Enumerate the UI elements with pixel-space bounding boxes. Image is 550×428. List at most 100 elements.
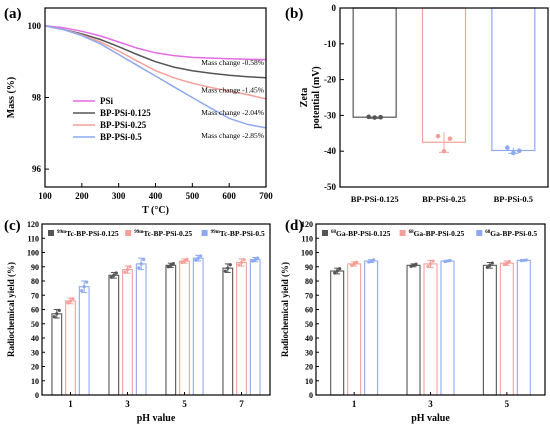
x-tick-label: BP-PSi-0.125 bbox=[351, 194, 399, 204]
y-tick-label: 100 bbox=[301, 249, 313, 258]
data-point bbox=[185, 257, 189, 261]
bar bbox=[51, 313, 63, 396]
series-line-BP-PSi-0.5 bbox=[44, 25, 267, 129]
bar bbox=[516, 259, 531, 396]
data-point bbox=[488, 263, 492, 267]
data-point bbox=[409, 264, 413, 268]
data-point bbox=[142, 257, 146, 261]
legend-swatch bbox=[399, 230, 406, 236]
y-tick-label: 10 bbox=[305, 377, 313, 386]
data-point bbox=[431, 259, 435, 263]
legend: 99mTc-BP-PSi-0.125 99mTc-BP-PSi-0.25 99mTc… bbox=[48, 229, 265, 238]
panel-c: 0 10 20 30 40 50 60 70 80 90 100 110 120 (c) Radiochem… bbox=[4, 218, 265, 424]
legend-swatch bbox=[125, 230, 132, 236]
bar bbox=[330, 270, 345, 396]
legend-swatch bbox=[476, 230, 483, 236]
data-point bbox=[447, 136, 453, 141]
y-axis-title: Mass (%) bbox=[6, 77, 17, 118]
data-point bbox=[426, 264, 430, 268]
data-point bbox=[112, 273, 116, 277]
y-tick-label: 100 bbox=[28, 21, 42, 31]
data-point bbox=[366, 114, 371, 120]
x-axis-title: pH value bbox=[137, 413, 176, 424]
legend-label: 99mTc-BP-PSi-0.5 bbox=[211, 229, 265, 238]
data-point bbox=[194, 258, 198, 262]
bar bbox=[65, 300, 76, 396]
data-point bbox=[242, 258, 246, 262]
x-tick-label: 3 bbox=[125, 399, 130, 409]
annotation: Mass change -2.85% bbox=[201, 131, 264, 140]
x-axis-title: pH value bbox=[411, 413, 450, 424]
y-tick-label: -20 bbox=[324, 75, 336, 85]
data-point bbox=[196, 256, 200, 260]
data-point bbox=[378, 114, 383, 120]
data-point bbox=[335, 269, 339, 273]
x-tick-label: 400 bbox=[149, 191, 163, 201]
bar bbox=[499, 262, 514, 396]
data-point bbox=[68, 299, 73, 303]
annotation: Mass change -1.45% bbox=[201, 85, 264, 94]
data-point bbox=[114, 271, 118, 275]
data-point bbox=[443, 259, 447, 264]
legend-label-superscript: 99m bbox=[211, 230, 221, 235]
y-tick-label: 90 bbox=[31, 263, 39, 272]
legend-label: 68Ga-BP-PSi-0.25 bbox=[409, 229, 465, 238]
data-point bbox=[505, 261, 509, 265]
data-point bbox=[52, 315, 56, 319]
y-tick-label: 120 bbox=[27, 220, 39, 229]
data-point bbox=[139, 262, 143, 266]
x-tick-label: 7 bbox=[239, 399, 244, 409]
data-point bbox=[517, 148, 522, 154]
data-point bbox=[55, 312, 59, 316]
data-point bbox=[350, 263, 354, 267]
data-point bbox=[256, 256, 260, 260]
bar bbox=[440, 260, 455, 396]
y-tick-label: 60 bbox=[31, 306, 39, 315]
legend-label-name: Ga-BP-PSi-0.5 bbox=[490, 229, 537, 238]
panel-label: (c) bbox=[4, 218, 21, 234]
y-tick-label: -40 bbox=[324, 146, 336, 156]
data-point bbox=[372, 115, 377, 120]
bar bbox=[122, 269, 133, 396]
y-tick-label: 96 bbox=[32, 164, 42, 174]
data-point bbox=[441, 148, 447, 154]
y-axis-title-line: potential (mV) bbox=[311, 66, 322, 129]
y-tick-label: 110 bbox=[27, 234, 39, 243]
bar bbox=[482, 264, 497, 396]
data-point bbox=[428, 262, 433, 266]
x-tick-label: 1 bbox=[352, 399, 357, 409]
data-point bbox=[251, 259, 255, 263]
y-tick-label: -50 bbox=[324, 182, 336, 192]
x-tick-label: 1 bbox=[68, 399, 73, 409]
legend-label: BP-PSi-0.125 bbox=[100, 108, 151, 118]
data-point bbox=[171, 262, 175, 266]
legend-label: BP-PSi-0.5 bbox=[100, 132, 142, 142]
data-point bbox=[223, 269, 227, 273]
annotation: Mass change -0.58% bbox=[201, 58, 264, 67]
legend-label: BP-PSi-0.25 bbox=[100, 120, 147, 130]
data-point bbox=[128, 265, 132, 269]
y-tick-label: 50 bbox=[31, 320, 39, 329]
data-point bbox=[226, 266, 230, 270]
y-tick-label: 98 bbox=[32, 93, 42, 103]
series-line-BP-PSi-0.125 bbox=[44, 25, 267, 79]
bar bbox=[421, 7, 467, 143]
legend-label: 99mTc-BP-PSi-0.125 bbox=[57, 229, 119, 238]
data-point bbox=[445, 259, 450, 263]
data-point bbox=[524, 258, 528, 262]
y-tick-label: 40 bbox=[31, 334, 39, 343]
panel-label: (b) bbox=[285, 6, 303, 22]
x-tick-label: 3 bbox=[428, 399, 433, 409]
x-tick-label: BP-PSi-0.25 bbox=[422, 194, 466, 204]
data-point bbox=[338, 267, 342, 271]
legend-label-name: Tc-BP-PSi-0.5 bbox=[220, 229, 265, 238]
y-tick-label: 120 bbox=[301, 220, 313, 229]
legend-label-name: Ga-BP-PSi-0.25 bbox=[414, 229, 465, 238]
data-point bbox=[511, 150, 516, 156]
data-point bbox=[137, 266, 141, 270]
data-point bbox=[369, 259, 373, 263]
legend-swatch bbox=[48, 230, 54, 236]
data-point bbox=[502, 263, 506, 267]
data-point bbox=[355, 260, 359, 264]
data-point bbox=[80, 289, 84, 293]
